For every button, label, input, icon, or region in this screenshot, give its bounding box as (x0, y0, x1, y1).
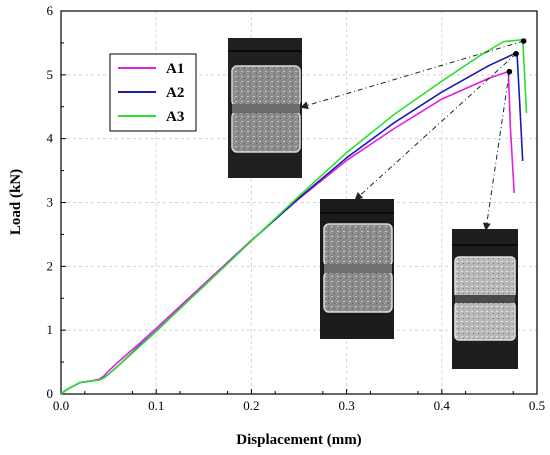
legend-label-a1: A1 (166, 61, 184, 77)
legend-label-a3: A3 (166, 109, 184, 125)
callout-marker (513, 50, 519, 57)
y-tick-label: 1 (47, 322, 54, 337)
x-tick-label: 0.5 (529, 398, 545, 413)
data-series (60, 38, 528, 395)
x-tick-label: 0.4 (434, 398, 451, 413)
y-axis-title: Load (kN) (8, 169, 24, 235)
photo-callouts (300, 38, 527, 231)
callout-marker (520, 38, 527, 44)
callout-marker (506, 68, 513, 75)
x-tick-label: 0.0 (53, 398, 69, 413)
y-tick-label: 5 (47, 67, 54, 82)
y-tick-label: 0 (47, 386, 54, 401)
axis-ticks (60, 10, 538, 395)
photo-upper (228, 38, 302, 178)
legend: A1 A2 A3 (109, 53, 197, 132)
x-tick-labels: 0.0 0.1 0.2 0.3 0.4 0.5 (53, 398, 545, 413)
x-tick-label: 0.2 (243, 398, 259, 413)
y-tick-label: 4 (47, 131, 54, 146)
callout-arrow (354, 53, 517, 201)
x-tick-label: 0.3 (338, 398, 354, 413)
callout-arrow (482, 71, 510, 231)
callout-arrow (300, 40, 524, 110)
y-tick-label: 3 (47, 195, 54, 210)
photo-lower (452, 229, 518, 369)
photo-middle (320, 199, 394, 339)
y-tick-label: 2 (47, 258, 54, 273)
y-tick-label: 6 (47, 3, 54, 18)
legend-label-a2: A2 (166, 85, 184, 101)
y-tick-labels: 0 1 2 3 4 5 6 (47, 3, 54, 401)
series-line-a3 (60, 38, 528, 395)
x-axis-title: Displacement (mm) (236, 432, 361, 448)
x-tick-label: 0.1 (148, 398, 164, 413)
